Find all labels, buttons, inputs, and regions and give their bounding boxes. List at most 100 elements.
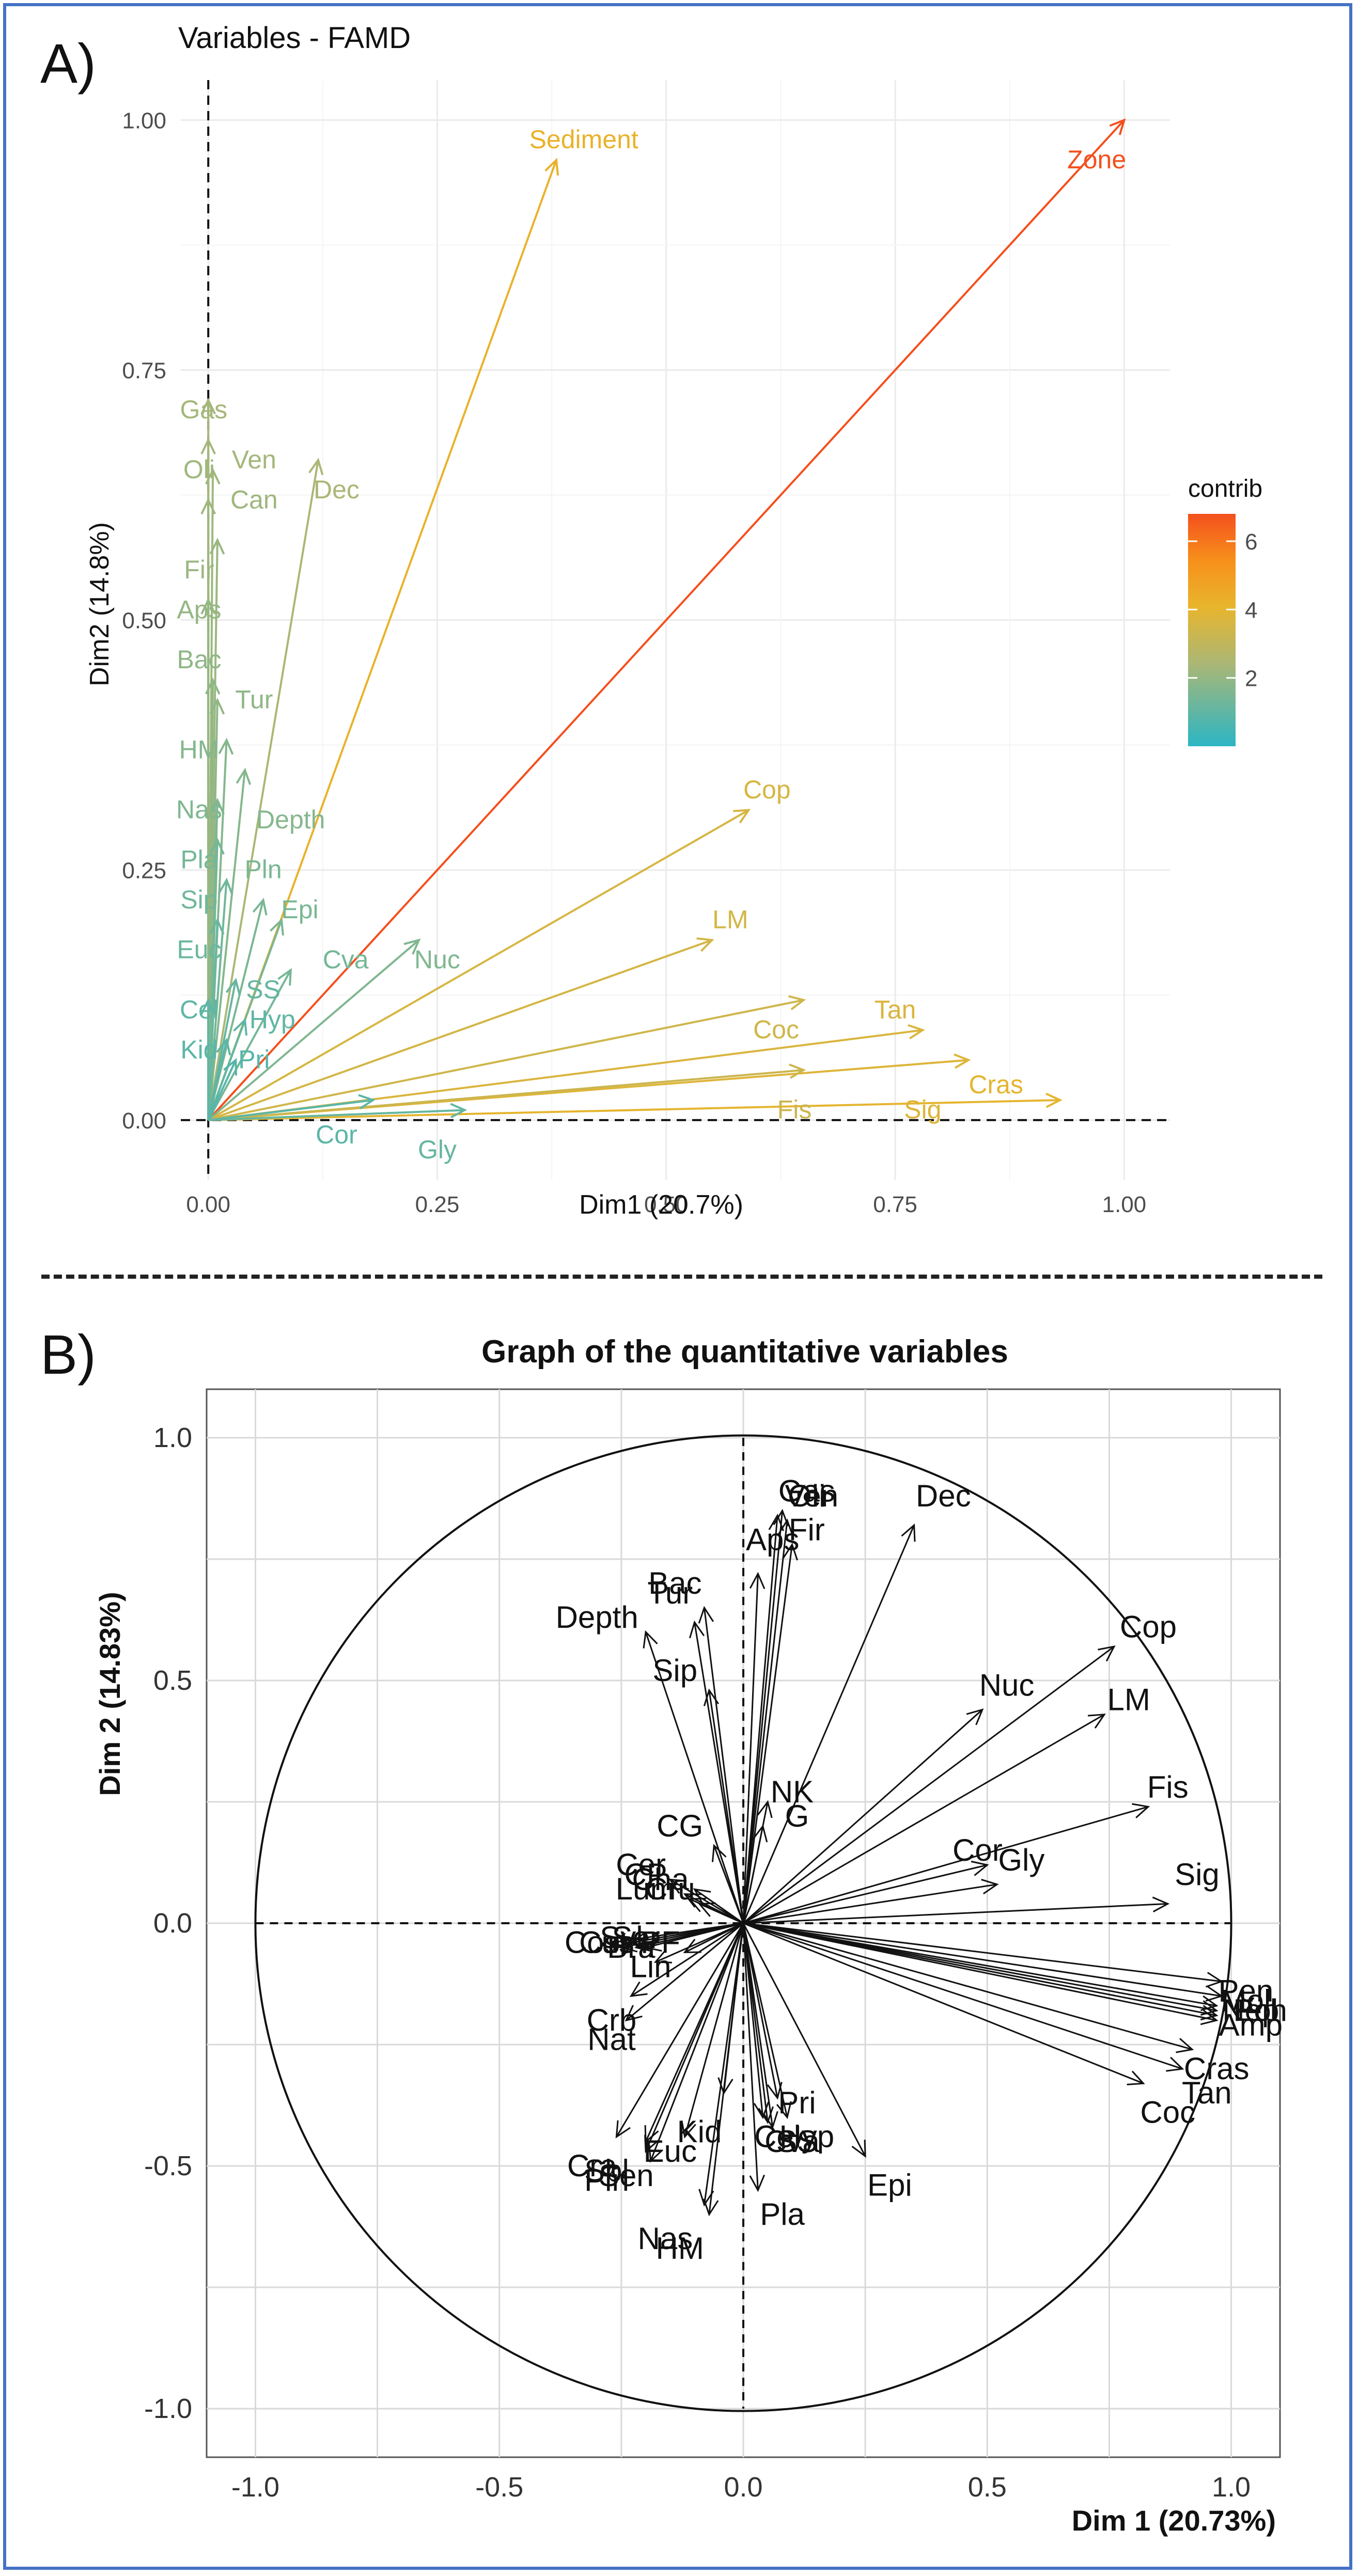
b-label-cop: Cop: [1120, 1610, 1177, 1644]
b-label-cras: Cras: [1184, 2051, 1250, 2086]
a-label-dec: Dec: [314, 475, 360, 504]
a-vector-cras: [208, 1099, 1060, 1121]
b-label-dec: Dec: [916, 1479, 971, 1513]
a-arrowhead-ss: [225, 978, 241, 996]
b-arrowhead-hyp: [776, 2101, 792, 2119]
b-label-lum: Lum: [616, 1872, 676, 1906]
a-label-tur: Tur: [235, 685, 273, 714]
b-arrowhead-cus: [619, 1937, 638, 1953]
a-arrowhead-euc: [209, 917, 225, 935]
a-arrowhead-cras: [1045, 1092, 1063, 1108]
a-label-coc: Coc: [753, 1015, 799, 1044]
a-label-oli: Oli: [183, 455, 215, 484]
a-arrowhead-oli: [205, 467, 221, 485]
legend-tick-label: 6: [1245, 529, 1257, 555]
panel-a-title: Variables - FAMD: [178, 21, 411, 55]
b-vector-lm: [743, 1714, 1105, 1924]
a-vector-fis: [208, 1069, 804, 1121]
a-label-ven: Ven: [232, 445, 276, 474]
b-vector-pol: [743, 1922, 1217, 2012]
panel-a-vector-labels: ZoneSedimentCopLMTanCocCrasSigFisDecVenG…: [176, 125, 1126, 1164]
b-arrowhead-sen: [644, 2134, 659, 2153]
b-vector-hyp: [742, 1923, 788, 2118]
b-label-pri: Pri: [778, 2085, 816, 2120]
b-label-oli: Oli: [788, 1479, 825, 1513]
a-arrowhead-coc: [788, 995, 806, 1011]
a-arrowhead-cel: [200, 997, 216, 1015]
b-arrowhead-pin: [648, 2144, 663, 2163]
b-label-sig: Sig: [1175, 1857, 1220, 1892]
b-label-pf: PF: [641, 1925, 680, 1960]
b-label-cra: Cra: [567, 2148, 617, 2183]
b-label-aps: Aps: [746, 1522, 799, 1557]
a-label-gas: Gas: [180, 395, 227, 424]
b-vector-cor: [743, 1864, 988, 1924]
b-label-nas: Nas: [638, 2221, 693, 2256]
a-arrowhead-hm: [218, 737, 234, 755]
b-label-epi: Epi: [867, 2168, 912, 2203]
b-y-tick-label: 0.5: [153, 1665, 192, 1696]
a-x-tick-label: 0.75: [873, 1192, 917, 1217]
panel-a-x-axis-title: Dim1 (20.7%): [579, 1190, 743, 1220]
b-vector-euc: [684, 1923, 744, 2137]
b-arrowhead-lin: [653, 1949, 673, 1964]
a-vector-gly: [208, 1109, 465, 1121]
a-vector-pri: [207, 1059, 237, 1121]
b-arrowhead-mol: [1205, 1986, 1224, 2002]
a-arrowhead-gas: [200, 398, 216, 415]
b-vector-cha: [694, 1888, 744, 1924]
a-vector-cor: [208, 1099, 373, 1121]
panel-separator: [41, 1275, 1322, 1279]
a-label-hm: HM: [179, 735, 220, 764]
panel-b-tick-labels: -1.0 -0.5 0.0 0.5 1.0 -1.0 -0.5 0.0 0.5 1.0: [144, 1422, 1251, 2503]
b-vector-nep: [743, 1922, 1217, 2007]
b-label-mol: Mol: [1221, 1983, 1271, 2018]
b-x-tick-label: -0.5: [475, 2472, 523, 2503]
b-arrowhead-tur: [689, 1620, 705, 1639]
a-label-zone: Zone: [1067, 145, 1126, 174]
a-label-cel: Cel: [180, 995, 218, 1024]
b-vector-ven: [742, 1520, 788, 1924]
a-arrowhead-can: [200, 497, 216, 515]
b-vector-tan: [743, 1922, 1183, 2070]
a-label-sig: Sig: [904, 1095, 941, 1124]
b-label-kid: Kid: [677, 2114, 722, 2149]
b-arrowhead-fir: [782, 1543, 799, 1561]
b-vector-ss: [742, 1923, 774, 2128]
a-arrowhead-kid: [216, 1038, 231, 1056]
a-arrowhead-pri: [223, 1058, 238, 1076]
b-label-euc: Euc: [644, 2134, 697, 2169]
panel-b-title: Graph of the quantitative variables: [481, 1334, 1008, 1370]
b-vector-dec: [742, 1525, 915, 1924]
a-label-can: Can: [230, 485, 278, 514]
a-label-cras: Cras: [969, 1070, 1023, 1099]
b-arrowhead-coc: [1127, 2070, 1145, 2085]
b-label-lm: LM: [1107, 1683, 1150, 1717]
a-vector-cop: [208, 809, 750, 1121]
a-vector-coc: [208, 999, 804, 1121]
a-vector-lm: [208, 939, 713, 1121]
a-x-tick-label: 0.50: [644, 1192, 689, 1217]
b-vector-oli: [742, 1515, 778, 1924]
a-label-ss: SS: [246, 975, 280, 1004]
a-arrowhead-epi: [270, 918, 284, 936]
b-arrowhead-cp: [683, 1893, 701, 1908]
b-label-nep: Nep: [1222, 1993, 1279, 2028]
b-x-tick-label: 1.0: [1212, 2472, 1251, 2503]
legend-color-bar: [1188, 514, 1236, 746]
a-label-pln: Pln: [244, 855, 282, 884]
b-label-ven: Ven: [785, 1479, 838, 1513]
a-arrowhead-zone: [1109, 118, 1126, 135]
b-label-bac: Bac: [648, 1566, 701, 1600]
b-arrowhead-pla: [749, 2174, 766, 2192]
panel-b-y-axis-title: Dim 2 (14.83%): [93, 1592, 126, 1796]
b-label-coc: Coc: [1140, 2095, 1195, 2130]
b-arrowhead-sip: [703, 1688, 720, 1706]
b-vector-sig: [743, 1903, 1168, 1924]
a-y-tick-label: 0.50: [122, 608, 166, 634]
b-label-nk: NK: [771, 1774, 814, 1809]
b-arrowhead-amp: [1200, 2009, 1219, 2025]
a-arrowhead-pla: [209, 838, 225, 855]
b-arrowhead-oli: [768, 1513, 784, 1531]
